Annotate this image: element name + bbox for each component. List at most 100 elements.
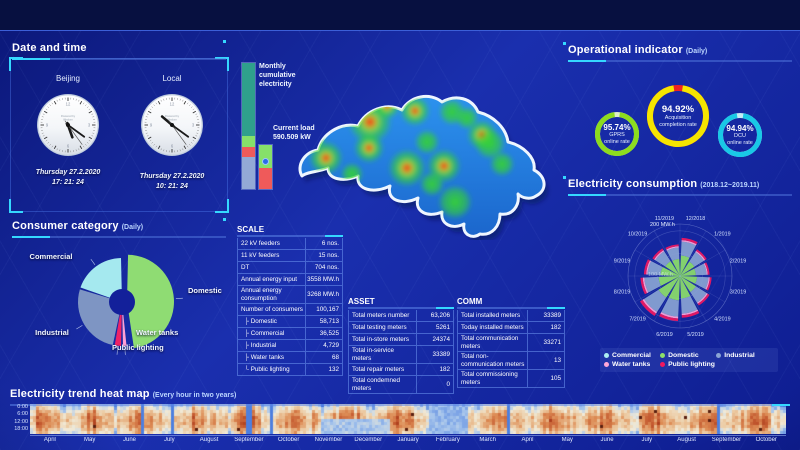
month-tick-label: November: [309, 437, 349, 443]
svg-text:1/2019: 1/2019: [714, 232, 731, 238]
month-tick-label: September: [229, 437, 269, 443]
month-tick-label: October: [269, 437, 309, 443]
table-row: Annual energy consumption 3268 MW.h: [237, 286, 343, 304]
table-row: Total testing meters 5261: [348, 322, 454, 334]
panel-title: Operational indicator: [568, 44, 683, 56]
trend-month-axis: April May June July August September October No…: [30, 437, 786, 443]
panel-title: Electricity consumption: [568, 178, 698, 190]
legend-dot: [604, 362, 609, 367]
legend-dot: [660, 362, 666, 367]
legend-item[interactable]: Commercial: [604, 351, 660, 360]
consumption-legend: Commercial Domestic Industrial Water tanks P…: [600, 348, 778, 372]
operational-panel-header: Operational indicator (Daily): [568, 40, 792, 62]
svg-text:11/2019: 11/2019: [655, 216, 674, 222]
region-heat-map[interactable]: [292, 84, 578, 240]
table-row: Total communication meters 33271: [457, 334, 565, 352]
svg-text:Powered by: Powered by: [165, 114, 180, 118]
legend-dot: [660, 353, 666, 358]
current-load-bar: [258, 144, 273, 190]
legend-dot: [604, 353, 609, 358]
header-underline: [12, 236, 226, 238]
legend-dot: [716, 353, 722, 358]
gauge-acquisition-completion-rate: 94.92% Acquisition completion rate: [646, 84, 710, 148]
svg-text:3: 3: [192, 123, 195, 128]
table-row: Total condemned meters 0: [348, 376, 454, 394]
time-tick-label: 6:00: [17, 411, 28, 418]
date-beijing: Thursday 27.2.2020 17: 21: 24: [35, 169, 101, 186]
svg-text:3/2019: 3/2019: [730, 290, 747, 296]
corner-accent: [223, 40, 226, 43]
time-tick-label: 18:00: [14, 425, 28, 432]
top-nav-bar: [0, 0, 800, 30]
month-tick-label: June: [587, 437, 627, 443]
month-tick-label: March: [468, 437, 508, 443]
scale-table: 22 kV feeders 6 nos. 11 kV feeders 15 nos. D…: [237, 238, 343, 376]
header-underline: [348, 307, 454, 309]
current-load-label: Current load 590.509 kW: [273, 125, 315, 141]
header-underline: [12, 58, 226, 60]
month-tick-label: September: [707, 437, 747, 443]
panel-subtitle: (Every hour in two years): [152, 392, 237, 399]
month-tick-label: April: [508, 437, 548, 443]
trend-axis-line: [30, 435, 786, 436]
corner-accent: [563, 42, 566, 45]
comm-table-title: COMM: [457, 297, 565, 309]
consumption-panel-header: Electricity consumption (2018.12~2019.11): [568, 174, 792, 196]
clock-label-local: Local: [162, 74, 182, 83]
svg-text:3: 3: [88, 123, 91, 128]
table-row: Total installed meters 33389: [457, 310, 565, 322]
gauge-gprs-online-rate: 95.74% GPRS online rate: [594, 111, 640, 157]
month-tick-label: April: [30, 437, 70, 443]
table-row: Annual energy input 3558 MW.h: [237, 274, 343, 286]
svg-text:8/2019: 8/2019: [614, 290, 631, 296]
month-tick-label: May: [70, 437, 110, 443]
month-tick-label: August: [667, 437, 707, 443]
header-underline: [568, 194, 792, 196]
table-row: Total non-communication meters 13: [457, 352, 565, 370]
trend-heatmap-canvas[interactable]: [30, 404, 786, 434]
month-tick-label: October: [746, 437, 786, 443]
nav-divider: [0, 30, 800, 31]
svg-text:12/2018: 12/2018: [686, 216, 706, 222]
legend-item[interactable]: Domestic: [660, 351, 716, 360]
header-underline: [457, 307, 565, 309]
date-local: Thursday 27.2.2020 10: 21: 24: [139, 173, 205, 190]
table-row: ├ Industrial 4,729: [237, 340, 343, 352]
consumer-pie-chart[interactable]: [40, 238, 210, 378]
month-tick-label: August: [189, 437, 229, 443]
svg-text:12: 12: [66, 102, 71, 107]
gauge-ring: [647, 85, 709, 147]
pie-label-industrial: Industrial: [35, 328, 69, 337]
frame-corner: [9, 199, 23, 213]
legend-item[interactable]: Public lighting: [660, 360, 716, 369]
svg-text:2/2019: 2/2019: [730, 258, 747, 264]
consumption-rose-chart[interactable]: 12/2018 1/2019 2/2019 3/2019 4/2019 5/2019 6/2…: [596, 198, 764, 348]
month-tick-label: January: [388, 437, 428, 443]
scale-table-title: SCALE: [237, 225, 343, 237]
pie-label-commercial: Commercial: [29, 252, 73, 261]
legend-item[interactable]: Industrial: [716, 351, 772, 360]
svg-text:9: 9: [150, 123, 153, 128]
panel-title: Electricity trend heat map: [10, 388, 150, 400]
month-tick-label: December: [348, 437, 388, 443]
panel-subtitle: (Daily): [685, 48, 708, 55]
svg-text:10/2019: 10/2019: [628, 232, 648, 238]
table-row: Total in-store meters 24374: [348, 334, 454, 346]
asset-table-title: ASSET: [348, 297, 454, 309]
frame-corner: [215, 199, 229, 213]
pie-label-public-lighting: Public lighting: [112, 343, 164, 352]
legend-item[interactable]: Water tanks: [604, 360, 660, 369]
load-marker-dot: [262, 158, 269, 165]
trend-time-axis: 0:00 6:00 12:00 18:00: [4, 404, 28, 432]
panel-subtitle: (2018.12~2019.11): [700, 182, 760, 189]
table-row: ├ Commercial 36,525: [237, 328, 343, 340]
svg-text:Wisdom: Wisdom: [167, 117, 177, 121]
svg-text:12: 12: [170, 102, 175, 107]
table-row: Total repair meters 182: [348, 364, 454, 376]
datetime-panel-header: Date and time: [12, 38, 226, 60]
table-row: DT 704 nos.: [237, 262, 343, 274]
month-tick-label: June: [110, 437, 150, 443]
table-row: ├ Water tanks 68: [237, 352, 343, 364]
